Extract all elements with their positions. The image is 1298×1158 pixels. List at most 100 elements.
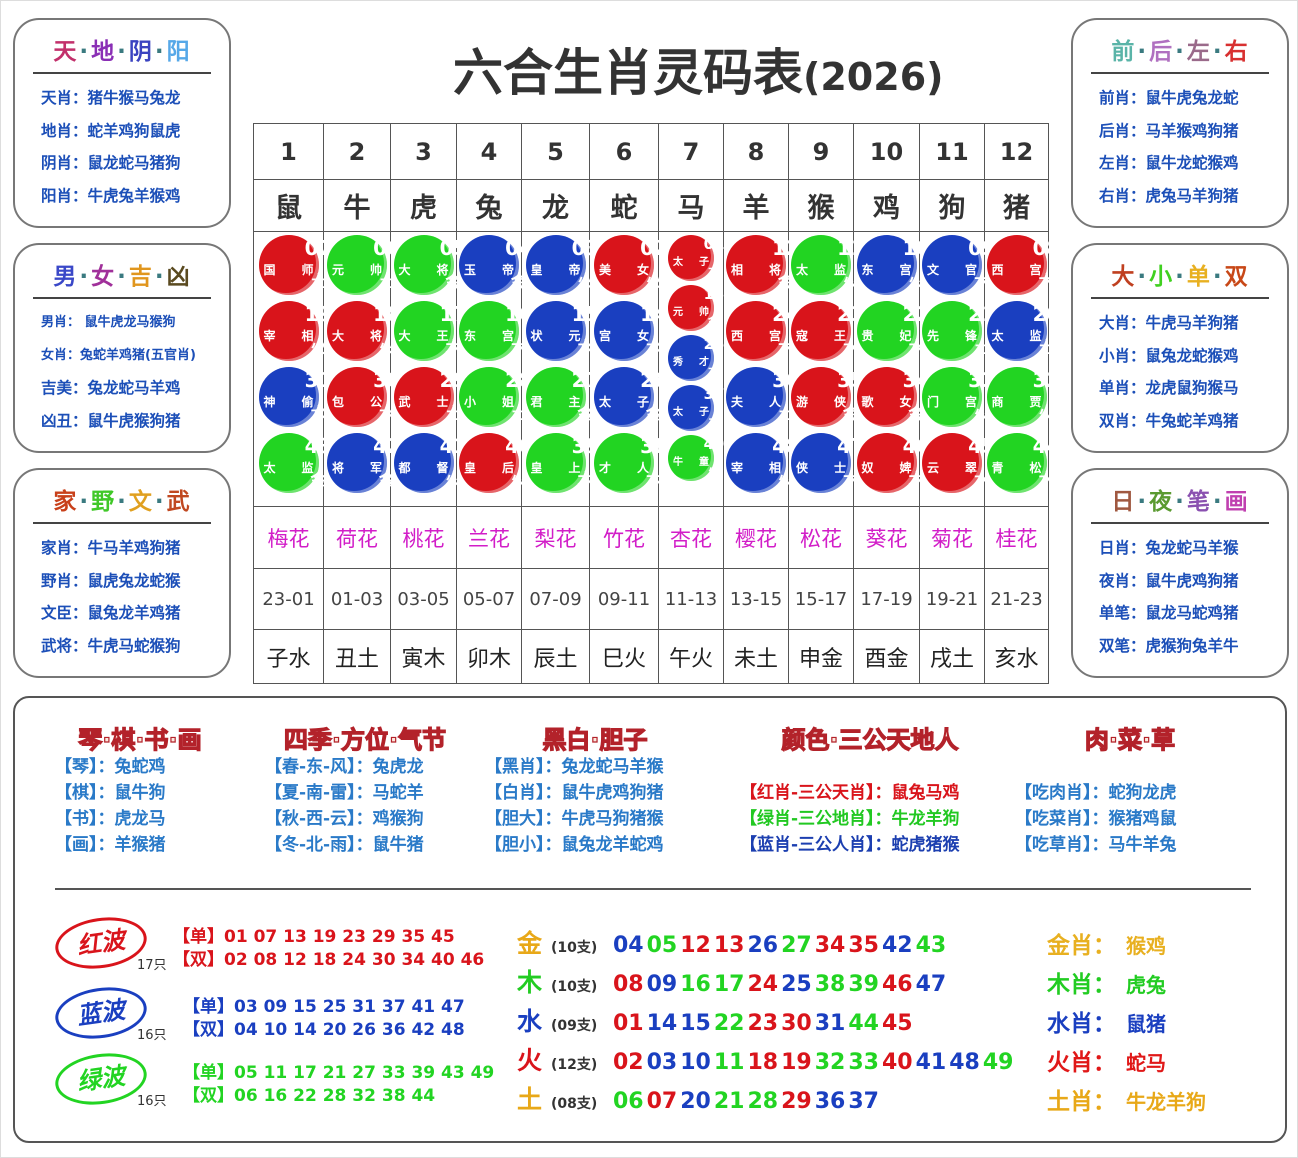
section-item: 【吃菜肖】：猴猪鸡鼠 (1015, 809, 1177, 829)
ball-title-left: 宰 (731, 461, 744, 475)
cell-flower: 梅花 (253, 506, 324, 569)
number-ball: 30 包 公水 (327, 367, 401, 427)
wave-count: 16只 (137, 1028, 167, 1043)
ball-number: 15 (571, 302, 600, 326)
info-panel: 天·地·阴·阳 天肖：猪牛猴马兔龙 地肖：蛇羊鸡狗鼠虎 阴肖：鼠龙蛇马猪狗 阳肖：牛虎兔… (13, 18, 231, 228)
ball-title-right: 帅 (699, 307, 709, 318)
element-number: 39 (848, 972, 879, 997)
ball-title-right: 子 (636, 395, 649, 409)
heading-dot: · (79, 264, 90, 290)
ball-title-right: 子 (699, 257, 709, 268)
ball-stack: 11 太监火 23 寇王水 35 游侠金 47 侠士木 (789, 232, 865, 493)
ball-title-left: 云 (927, 461, 940, 475)
ball-title-left: 文 (927, 263, 940, 277)
wave-even-label: 【双】 (173, 950, 224, 970)
ball-number: 19 (304, 302, 333, 326)
cell-flower: 杏花 (658, 506, 724, 569)
element-number: 36 (814, 1089, 846, 1114)
ball-number: 06 (373, 236, 401, 260)
divider (55, 888, 1251, 890)
ball-title-left: 寇 (796, 329, 809, 343)
heading-dot: · (1212, 489, 1223, 515)
ball-title-right: 宫 (964, 395, 977, 409)
ball-title-left: 游 (796, 395, 809, 409)
wave-even-label: 【双】 (183, 1020, 234, 1040)
cell-zodiac: 龙 (521, 179, 590, 232)
ball-title-right: 相 (768, 461, 781, 475)
info-panel: 男·女·吉·凶 男肖： 鼠牛虎龙马猴狗 女肖：兔蛇羊鸡猪(五官肖) 吉美：兔龙蛇马羊鸡… (13, 243, 231, 453)
heading-dot: · (1137, 489, 1148, 515)
ball-title-right: 妃 (899, 329, 912, 343)
cell-zodiac: 羊 (723, 179, 789, 232)
element-number: 05 (646, 933, 678, 958)
element-number: 41 (915, 1050, 947, 1075)
element-number: 44 (848, 1011, 879, 1036)
heading-dot: · (117, 489, 127, 515)
ball-title-left: 将 (332, 461, 345, 475)
ball-element: 火 (908, 272, 925, 291)
element-number: 15 (680, 1011, 711, 1036)
ball-title-left: 大 (398, 263, 411, 277)
element-number: 13 (713, 933, 745, 958)
ball-title-left: 贵 (861, 329, 874, 343)
heading-dot: · (79, 39, 90, 65)
wave-odd-line: 【单】05 11 17 21 27 33 39 43 49 (183, 1058, 494, 1083)
ball-number: 26 (640, 368, 668, 392)
number-ball: 42 将 军金 (327, 433, 401, 493)
ball-title-left: 歌 (861, 395, 874, 409)
section-item: 【胆小】：鼠兔龙羊蛇鸡 (485, 835, 664, 855)
wave-odd-numbers: 03 09 15 25 31 37 41 47 (234, 997, 465, 1017)
ball-number: 04 (505, 236, 533, 260)
section-item: 【夏-南-雷】：马蛇羊 (265, 783, 424, 803)
ball-title-left: 太 (991, 329, 1004, 343)
heading-dot: · (1175, 39, 1185, 65)
ball-title-left: 门 (927, 395, 940, 409)
element-row: 火 (12支) 02 03 10 11 18 19 32 33 40 41 48 49 (517, 1041, 1017, 1080)
section-heading: 四季·方位·气节 (283, 725, 447, 754)
heading-underline (33, 297, 211, 299)
ball-title-right: 士 (833, 461, 846, 475)
element-zodiac-label: 木肖： (1047, 972, 1116, 998)
element-name: 土 (517, 1085, 543, 1114)
ball-stack: 05 大将金 17 大王木 29 武士土 41 都督火 (391, 232, 467, 493)
cell-branch: 申金 (788, 629, 854, 684)
ball-title-left: 玉 (464, 263, 477, 277)
panel-row: 右肖：虎兔马羊狗猪 (1099, 186, 1239, 205)
ball-element: 土 (777, 404, 794, 423)
ball-element: 金 (777, 272, 794, 291)
ball-element: 木 (445, 338, 462, 357)
cell-zodiac: 猪 (984, 179, 1049, 232)
panel-heading: 日·夜·笔·画 (1073, 482, 1287, 516)
ball-element: 土 (707, 414, 720, 428)
ball-title-right: 姐 (501, 395, 514, 409)
ball-title-right: 松 (1029, 461, 1042, 475)
ball-title-right: 监 (833, 263, 846, 277)
panel-row: 地肖：蛇羊鸡狗鼠虎 (41, 121, 181, 140)
element-number: 09 (646, 972, 678, 997)
ball-element: 木 (707, 364, 720, 378)
ball-title-right: 军 (369, 461, 382, 475)
section-item: 【绿肖-三公地肖】：牛龙羊狗 (740, 809, 960, 829)
ball-number: 25 (703, 335, 725, 353)
table-row: 1 2 3 4 5 6 7 8 9 10 11 12 (253, 123, 1049, 180)
section-item: 【棋】：鼠牛狗 (55, 783, 166, 803)
ball-title-left: 商 (991, 395, 1004, 409)
cell-hours: 01-03 (323, 568, 391, 630)
cell-num: 3 (390, 123, 457, 180)
number-ball: 41 都督火 (393, 433, 467, 493)
ball-cell: 03 皇帝火 15 状元水 27 君主金 39 皇上木 (521, 231, 599, 507)
ball-title-left: 才 (599, 461, 612, 475)
ball-stack: 04 玉 帝金 16 东 宫木 28 小 姐土 40 皇 后火 (457, 232, 533, 493)
number-ball: 36 夫人土 (726, 367, 800, 427)
heading-underline (1091, 297, 1269, 299)
heading-char: 笔 (1186, 489, 1211, 515)
element-number: 07 (646, 1089, 678, 1114)
zodiac-code-table: 1 2 3 4 5 6 7 8 9 10 11 12 鼠牛虎兔龙蛇马羊猴鸡狗猪 07 国师土 19 宰相火 31 神… (253, 123, 1060, 684)
table-row: 07 国师土 19 宰相火 31 神偷水 43 太监金 06 元帅土 18 大将火 30 包公水 42 将军金… (253, 231, 1060, 507)
section-item (740, 754, 1000, 780)
number-ball: 16 东 宫木 (459, 301, 533, 361)
ball-title-left: 太 (796, 263, 809, 277)
heading-char: 日 (1111, 489, 1136, 515)
info-section: 琴·棋·书·画 【琴】：兔蛇鸡 【棋】：鼠牛狗 【书】：虎龙马 【画】：羊猴猪 (55, 720, 225, 858)
ball-title-left: 奴 (861, 461, 874, 475)
